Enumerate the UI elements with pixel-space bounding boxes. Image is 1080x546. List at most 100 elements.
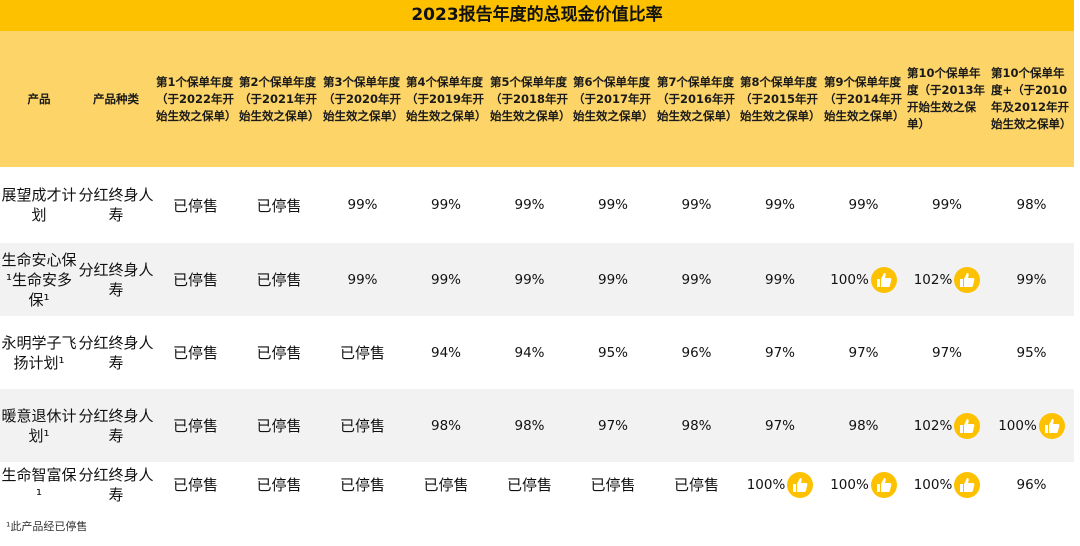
ratio-cell: 99% xyxy=(404,167,488,243)
ratio-cell: 100% xyxy=(905,462,989,507)
header-type: 产品种类 xyxy=(93,91,139,106)
ratio-cell: 已停售 xyxy=(237,389,321,462)
thumbs-up-icon xyxy=(870,471,897,498)
ratio-cell: 已停售 xyxy=(321,316,404,389)
ratio-cell: 已停售 xyxy=(655,462,738,507)
ratio-cell: 已停售 xyxy=(154,243,237,316)
ratio-cell: 已停售 xyxy=(154,462,237,507)
ratio-value: 99% xyxy=(430,271,461,288)
ratio-value: 96% xyxy=(1016,476,1047,493)
ratio-cell: 99% xyxy=(321,243,404,316)
ratio-cell: 99% xyxy=(738,243,822,316)
header-year-5: 第5个保单年度（于2018年开始生效之保单） xyxy=(490,74,571,123)
table-row: 展望成才计划 分红终身人寿 已停售 已停售 99% 99% 99% 99% 99% 99% 99% 9… xyxy=(0,167,1074,243)
table-row: 永明学子飞扬计划¹ 分红终身人寿 已停售 已停售 已停售 94% 94% 95% 96% 97% 9… xyxy=(0,316,1074,389)
ratio-value: 95% xyxy=(1016,344,1047,361)
ratio-cell: 102% xyxy=(905,389,989,462)
ratio-value: 97% xyxy=(848,344,879,361)
header-year-4: 第4个保单年度（于2019年开始生效之保单） xyxy=(406,74,487,123)
thumbs-up-icon xyxy=(954,471,981,498)
ratio-value: 99% xyxy=(1016,271,1047,288)
ratio-value: 已停售 xyxy=(339,344,385,362)
ratio-value: 98% xyxy=(430,417,461,434)
ratio-cell: 98% xyxy=(404,389,488,462)
ratio-cell: 97% xyxy=(571,389,655,462)
ratio-value: 已停售 xyxy=(172,476,218,494)
ratio-cell: 99% xyxy=(905,167,989,243)
ratio-cell: 99% xyxy=(655,243,738,316)
ratio-value: 已停售 xyxy=(673,476,719,494)
ratio-value: 99% xyxy=(597,271,628,288)
ratio-value: 已停售 xyxy=(339,417,385,435)
thumbs-up-icon xyxy=(954,412,981,439)
ratio-cell: 已停售 xyxy=(237,316,321,389)
ratio-value: 94% xyxy=(514,344,545,361)
ratio-cell: 已停售 xyxy=(404,462,488,507)
ratio-cell: 102% xyxy=(905,243,989,316)
ratio-value: 已停售 xyxy=(256,417,302,435)
ratio-value: 已停售 xyxy=(256,344,302,362)
ratio-value: 已停售 xyxy=(172,344,218,362)
ratio-cell: 99% xyxy=(571,243,655,316)
thumbs-up-icon xyxy=(787,471,814,498)
ratio-cell: 已停售 xyxy=(154,167,237,243)
ratio-value: 99% xyxy=(347,271,378,288)
ratio-cell: 已停售 xyxy=(237,243,321,316)
product-name: 永明学子飞扬计划¹ xyxy=(1,333,77,372)
ratio-value: 100% xyxy=(998,417,1037,434)
ratio-value: 已停售 xyxy=(339,476,385,494)
product-name: 暖意退休计划¹ xyxy=(1,406,77,445)
thumbs-up-icon xyxy=(870,266,897,293)
ratio-cell: 已停售 xyxy=(321,462,404,507)
ratio-value: 102% xyxy=(913,271,953,288)
thumbs-up-icon xyxy=(1038,412,1065,439)
header-year-6: 第6个保单年度（于2017年开始生效之保单） xyxy=(573,74,654,123)
ratio-value: 97% xyxy=(931,344,962,361)
ratio-value: 98% xyxy=(514,417,545,434)
ratio-value: 98% xyxy=(848,417,879,434)
ratio-cell: 96% xyxy=(989,462,1074,507)
ratio-cell: 99% xyxy=(655,167,738,243)
ratio-cell: 已停售 xyxy=(237,167,321,243)
ratio-value: 99% xyxy=(931,197,962,213)
ratio-value: 99% xyxy=(848,197,879,213)
ratio-value: 99% xyxy=(514,271,545,288)
header-year-8: 第8个保单年度（于2015年开始生效之保单） xyxy=(740,74,821,123)
table-row: 暖意退休计划¹ 分红终身人寿 已停售 已停售 已停售 98% 98% 97% 98% 97% 98%… xyxy=(0,389,1074,462)
ratio-value: 100% xyxy=(830,476,869,493)
ratio-value: 已停售 xyxy=(506,476,552,494)
product-type: 分红终身人寿 xyxy=(78,465,154,504)
ratio-cell: 99% xyxy=(822,167,905,243)
table-header: 产品 产品种类 第1个保单年度（于2022年开始生效之保单） 第2个保单年度（于… xyxy=(0,31,1074,167)
ratio-value: 已停售 xyxy=(172,271,218,289)
ratio-cell: 95% xyxy=(571,316,655,389)
ratio-cell: 99% xyxy=(488,243,571,316)
ratio-value: 100% xyxy=(913,476,953,493)
table-row: 生命智富保¹ 分红终身人寿 已停售 已停售 已停售 已停售 已停售 已停售 已停售 100% 100… xyxy=(0,462,1074,507)
ratio-value: 99% xyxy=(764,197,795,213)
product-type: 分红终身人寿 xyxy=(78,333,154,372)
ratio-cell: 98% xyxy=(822,389,905,462)
ratio-cell: 98% xyxy=(989,167,1074,243)
ratio-cell: 96% xyxy=(655,316,738,389)
ratio-value: 99% xyxy=(681,271,712,288)
ratio-value: 100% xyxy=(746,476,786,493)
ratio-value: 97% xyxy=(597,417,628,434)
header-year-10: 第10个保单年度（于2013年开始生效之保单） xyxy=(907,66,986,131)
table-row: 生命安心保¹生命安多保¹ 分红终身人寿 已停售 已停售 99% 99% 99% 99% 99% 9… xyxy=(0,243,1074,316)
ratio-cell: 100% xyxy=(822,243,905,316)
ratio-value: 已停售 xyxy=(423,476,469,494)
ratio-value: 97% xyxy=(764,417,795,434)
ratio-value: 已停售 xyxy=(256,196,302,215)
header-year-10-plus: 第10个保单年度+（于2010年及2012年开始生效之保单） xyxy=(991,66,1072,131)
ratio-cell: 100% xyxy=(989,389,1074,462)
ratio-cell: 已停售 xyxy=(154,389,237,462)
thumbs-up-icon xyxy=(954,266,981,293)
ratio-value: 已停售 xyxy=(172,417,218,435)
header-year-1: 第1个保单年度（于2022年开始生效之保单） xyxy=(156,74,237,123)
ratio-cell: 94% xyxy=(488,316,571,389)
ratio-cell: 已停售 xyxy=(488,462,571,507)
ratio-value: 99% xyxy=(764,271,795,288)
ratio-cell: 99% xyxy=(488,167,571,243)
table-title: 2023报告年度的总现金价值比率 xyxy=(0,0,1074,31)
